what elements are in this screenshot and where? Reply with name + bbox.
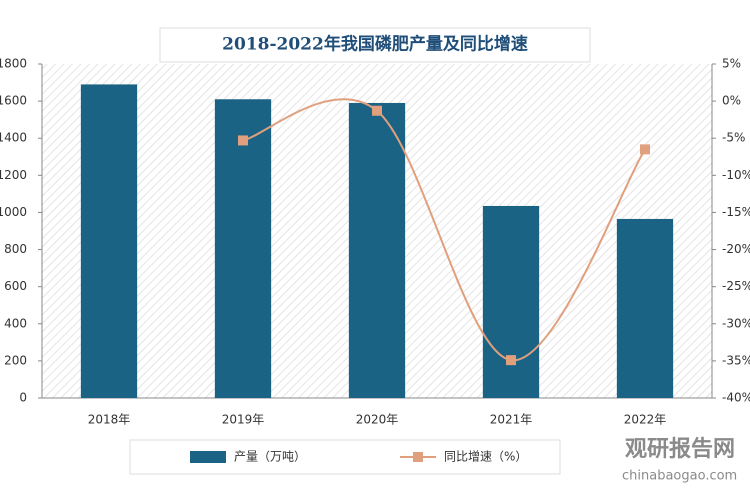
- point: [238, 135, 248, 146]
- point: [372, 105, 382, 116]
- y-tick-label: 1000: [0, 205, 27, 219]
- legend-label: 同比增速（%）: [444, 450, 527, 464]
- y2-tick-label: -20%: [722, 242, 750, 256]
- legend-swatch: [190, 451, 226, 463]
- x-tick-label: 2021年: [490, 413, 533, 427]
- x-tick-label: 2018年: [88, 413, 131, 427]
- y-tick-label: 600: [4, 279, 27, 293]
- x-tick-label: 2020年: [356, 413, 399, 427]
- chart-title: 2018-2022年我国磷肥产量及同比增速: [222, 34, 528, 55]
- x-tick-label: 2019年: [222, 413, 265, 427]
- y-tick-label: 200: [4, 353, 27, 367]
- y2-tick-label: -15%: [722, 205, 750, 219]
- y-tick-label: 0: [19, 391, 27, 405]
- legend-swatch: [413, 452, 423, 462]
- watermark: 观研报告网: [625, 437, 735, 462]
- y2-tick-label: -10%: [722, 168, 750, 182]
- y2-tick-label: -35%: [722, 353, 750, 367]
- bar: [80, 84, 138, 399]
- y-tick-label: 1800: [0, 57, 27, 71]
- y2-tick-label: 5%: [722, 57, 741, 71]
- point: [506, 355, 516, 366]
- bar: [214, 99, 272, 398]
- y-tick-label: 1600: [0, 94, 27, 108]
- y2-tick-label: -40%: [722, 391, 750, 405]
- bar: [348, 102, 406, 398]
- point: [640, 144, 650, 155]
- y2-tick-label: -25%: [722, 279, 750, 293]
- y2-tick-label: -30%: [722, 316, 750, 330]
- title-box: [159, 27, 591, 63]
- line: [242, 98, 646, 362]
- bar: [616, 218, 674, 398]
- bar: [482, 205, 540, 398]
- watermark: chinabaogao.com: [622, 469, 737, 484]
- x-tick-label: 2022年: [624, 413, 667, 427]
- legend-label: 产量（万吨）: [234, 450, 306, 464]
- y2-tick-label: 0%: [722, 94, 741, 108]
- y-tick-label: 1400: [0, 131, 27, 145]
- y2-tick-label: -5%: [722, 131, 745, 145]
- y-tick-label: 400: [4, 316, 27, 330]
- y-tick-label: 800: [4, 242, 27, 256]
- y-tick-label: 1200: [0, 168, 27, 182]
